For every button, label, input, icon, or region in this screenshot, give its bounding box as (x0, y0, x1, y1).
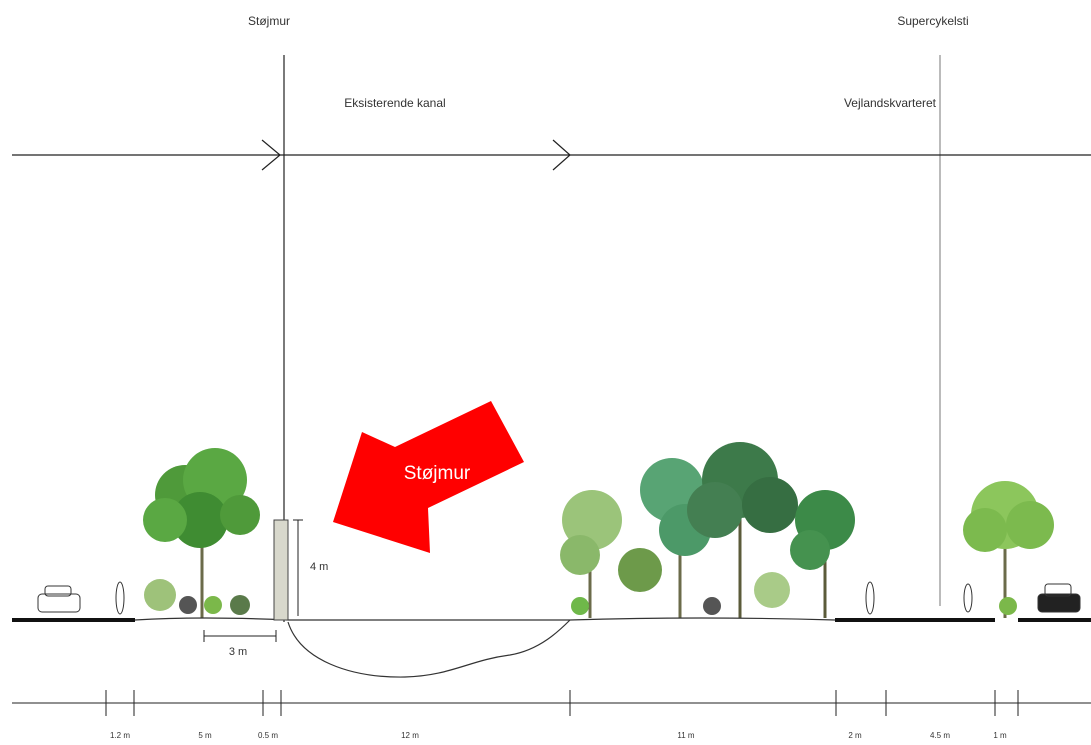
label: Supercykelsti (897, 14, 968, 28)
dimension-label: 12 m (401, 731, 419, 740)
label: Støjmur (248, 14, 290, 28)
label: 3 m (229, 646, 247, 658)
callout-label: Støjmur (404, 463, 471, 484)
ticks (105, 690, 1019, 716)
chevron (261, 139, 281, 171)
figures (37, 581, 1081, 615)
trees (143, 442, 1054, 618)
dimension-label: 4.5 m (930, 731, 950, 740)
chevron (552, 139, 571, 171)
dimension-label: 1.2 m (110, 731, 130, 740)
dimension-label: 1 m (993, 731, 1007, 740)
dimension-labels: 1.2 m 5 m 0.5 m 12 m 11 m 2 m 4.5 m 1 m (110, 731, 1007, 740)
dimension-label: 2 m (848, 731, 862, 740)
dimension-label: 5 m (198, 731, 212, 740)
label: 4 m (310, 561, 328, 573)
dimension-label: 0.5 m (258, 731, 278, 740)
ground (12, 617, 1091, 678)
label: Vejlandskvarteret (844, 96, 937, 110)
noise-wall (273, 519, 289, 621)
callout-arrow (333, 401, 524, 553)
dimension-label: 11 m (677, 731, 695, 740)
label: Eksisterende kanal (344, 96, 445, 110)
